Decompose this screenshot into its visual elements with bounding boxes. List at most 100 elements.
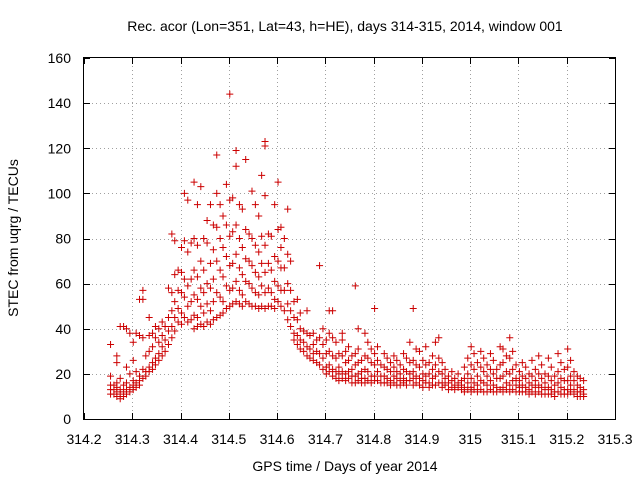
data-point [396, 361, 404, 369]
data-point [261, 142, 269, 150]
data-point [197, 284, 205, 292]
data-point [158, 332, 166, 340]
data-point [184, 302, 192, 310]
data-point [216, 201, 224, 209]
data-point [364, 338, 372, 346]
data-point [280, 235, 288, 242]
data-point [364, 354, 372, 362]
data-point [229, 259, 237, 267]
data-point [431, 372, 439, 380]
data-point [280, 264, 288, 272]
data-point [402, 381, 410, 389]
x-tick-label: 315 [459, 431, 483, 447]
data-point [451, 374, 459, 382]
data-point [373, 368, 381, 376]
data-point [380, 350, 388, 358]
data-point [139, 286, 147, 294]
data-point [438, 359, 446, 367]
data-point [371, 350, 379, 358]
data-point [409, 356, 417, 364]
data-point [387, 359, 395, 367]
data-point [329, 307, 337, 315]
data-point [460, 363, 468, 371]
data-point [489, 370, 497, 378]
y-tick-label: 160 [48, 50, 72, 66]
data-point [354, 345, 362, 353]
chart-title: Rec. acor (Lon=351, Lat=43, h=HE), days … [127, 18, 563, 34]
data-point [338, 352, 346, 360]
data-point [277, 244, 285, 252]
data-point [364, 368, 372, 376]
data-point [171, 237, 179, 245]
data-point [390, 363, 398, 371]
data-point [200, 235, 208, 242]
data-point [232, 277, 240, 285]
data-point [528, 372, 536, 380]
data-point [506, 370, 514, 378]
data-point [213, 257, 221, 265]
data-point [203, 216, 211, 224]
data-point [531, 377, 539, 385]
data-point [190, 235, 198, 242]
data-point [509, 347, 517, 355]
data-point [277, 302, 285, 310]
data-point [107, 341, 115, 349]
data-point [216, 235, 224, 242]
data-point [107, 372, 115, 380]
data-point [222, 221, 230, 229]
data-point [383, 354, 391, 362]
data-point [431, 338, 439, 346]
data-point [460, 374, 468, 382]
data-point [470, 365, 478, 373]
data-point [293, 332, 301, 340]
y-tick-labels: 0 20 40 60 80 100 120 140 160 [48, 50, 72, 427]
data-point [209, 246, 217, 254]
data-point [467, 361, 475, 369]
data-point [126, 370, 134, 378]
data-point [425, 359, 433, 367]
data-point [151, 361, 159, 369]
data-point [390, 352, 398, 360]
data-point [345, 343, 353, 351]
data-point [255, 273, 263, 281]
data-point [429, 352, 437, 360]
data-point [229, 228, 237, 236]
data-point [274, 282, 282, 290]
data-point [316, 361, 324, 369]
data-point [300, 347, 308, 355]
data-point [248, 235, 256, 242]
data-point [180, 237, 188, 245]
data-point [171, 298, 179, 306]
data-point [248, 262, 256, 270]
data-point [226, 232, 234, 240]
data-point [178, 309, 186, 317]
data-point [345, 356, 353, 364]
x-tick-label: 314.4 [163, 431, 198, 447]
data-point [232, 221, 240, 229]
data-point [258, 259, 266, 267]
grid-lines [84, 58, 615, 419]
data-point [238, 302, 246, 310]
data-point [293, 341, 301, 349]
data-point [219, 212, 227, 220]
data-point [180, 189, 188, 197]
data-point [122, 379, 130, 387]
data-point [393, 356, 401, 364]
data-point [164, 327, 172, 335]
data-point [435, 354, 443, 362]
data-point [226, 90, 234, 98]
data-point [271, 253, 279, 261]
data-point [235, 286, 243, 294]
data-point [206, 284, 214, 292]
data-point [139, 295, 147, 303]
data-point [332, 338, 340, 346]
data-point [193, 313, 201, 321]
data-point [222, 253, 230, 261]
data-point [284, 205, 292, 213]
y-tick-label: 40 [55, 321, 71, 337]
data-point [338, 336, 346, 344]
data-point [316, 334, 324, 342]
data-point [126, 329, 134, 337]
data-point [300, 338, 308, 346]
